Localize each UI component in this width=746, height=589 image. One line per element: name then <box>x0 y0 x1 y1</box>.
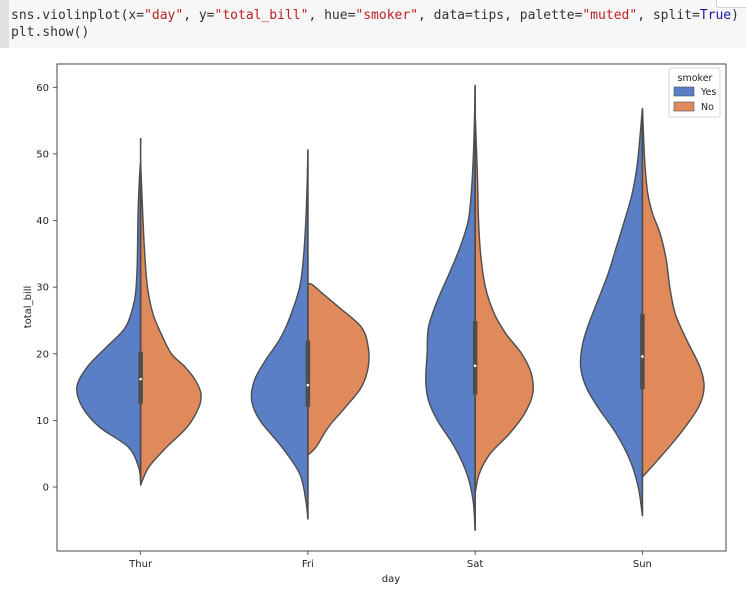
x-tick-label: Sun <box>633 559 652 570</box>
legend-title: smoker <box>678 73 713 84</box>
violin-half-yes-sun <box>579 107 644 517</box>
y-axis: 0 10 20 30 40 50 60 <box>36 83 57 494</box>
legend-swatch-no <box>673 101 695 112</box>
cell-output: 0 10 20 30 40 50 60 Thur Fri Sat Sun day total_bi… <box>0 48 746 589</box>
code-token: True <box>699 8 732 23</box>
y-tick-label: 10 <box>36 416 49 427</box>
legend-label-yes: Yes <box>700 87 716 98</box>
violins <box>76 84 705 532</box>
violin-half-no-fri <box>307 282 370 456</box>
code-token: ) <box>731 8 739 23</box>
code-token: plt.show() <box>11 25 90 40</box>
y-tick-label: 20 <box>36 349 49 360</box>
violin-half-yes-thur <box>76 162 142 483</box>
median-point <box>139 377 142 381</box>
legend: smoker Yes No <box>668 67 721 118</box>
median-point <box>473 364 477 368</box>
x-axis: Thur Fri Sat Sun <box>128 551 652 570</box>
median-point <box>306 383 310 387</box>
code-line: plt.show() <box>11 24 739 41</box>
x-tick-label: Thur <box>128 559 153 570</box>
violin-half-yes-fri <box>250 149 309 520</box>
code-line: sns.violinplot(x="day", y="total_bill", … <box>11 7 739 24</box>
violin-half-no-sun <box>641 107 705 478</box>
code-token: , y= <box>183 8 215 23</box>
x-tick-label: Sat <box>467 559 483 570</box>
violin-chart: 0 10 20 30 40 50 60 Thur Fri Sat Sun day total_bi… <box>23 63 727 585</box>
code-text[interactable]: sns.violinplot(x="day", y="total_bill", … <box>11 7 739 41</box>
code-token: , split= <box>637 8 700 23</box>
y-tick-label: 0 <box>43 483 49 494</box>
code-token: sns.violinplot(x= <box>11 8 145 23</box>
code-token: , hue= <box>308 8 356 23</box>
code-cell[interactable]: sns.violinplot(x="day", y="total_bill", … <box>0 0 746 49</box>
code-token: "total_bill" <box>214 8 309 23</box>
violin-half-no-thur <box>139 164 202 486</box>
x-axis-label: day <box>382 574 400 585</box>
y-tick-label: 30 <box>36 283 49 294</box>
x-tick-label: Fri <box>302 559 314 570</box>
violin-half-no-sat <box>474 109 534 495</box>
y-tick-label: 50 <box>36 149 49 160</box>
legend-swatch-yes <box>673 86 695 97</box>
median-point <box>641 355 644 358</box>
y-tick-label: 40 <box>36 216 49 227</box>
code-token: , data=tips, palette= <box>418 8 583 23</box>
cell-gutter <box>0 0 9 48</box>
violin-half-yes-sat <box>425 84 476 532</box>
cell-toolbar-button[interactable] <box>716 0 746 8</box>
legend-label-no: No <box>701 102 714 113</box>
code-token: "day" <box>144 8 184 23</box>
y-tick-label: 60 <box>36 83 49 94</box>
y-axis-label: total_bill <box>23 286 34 329</box>
code-token: "smoker" <box>355 8 419 23</box>
code-token: "muted" <box>582 8 638 23</box>
